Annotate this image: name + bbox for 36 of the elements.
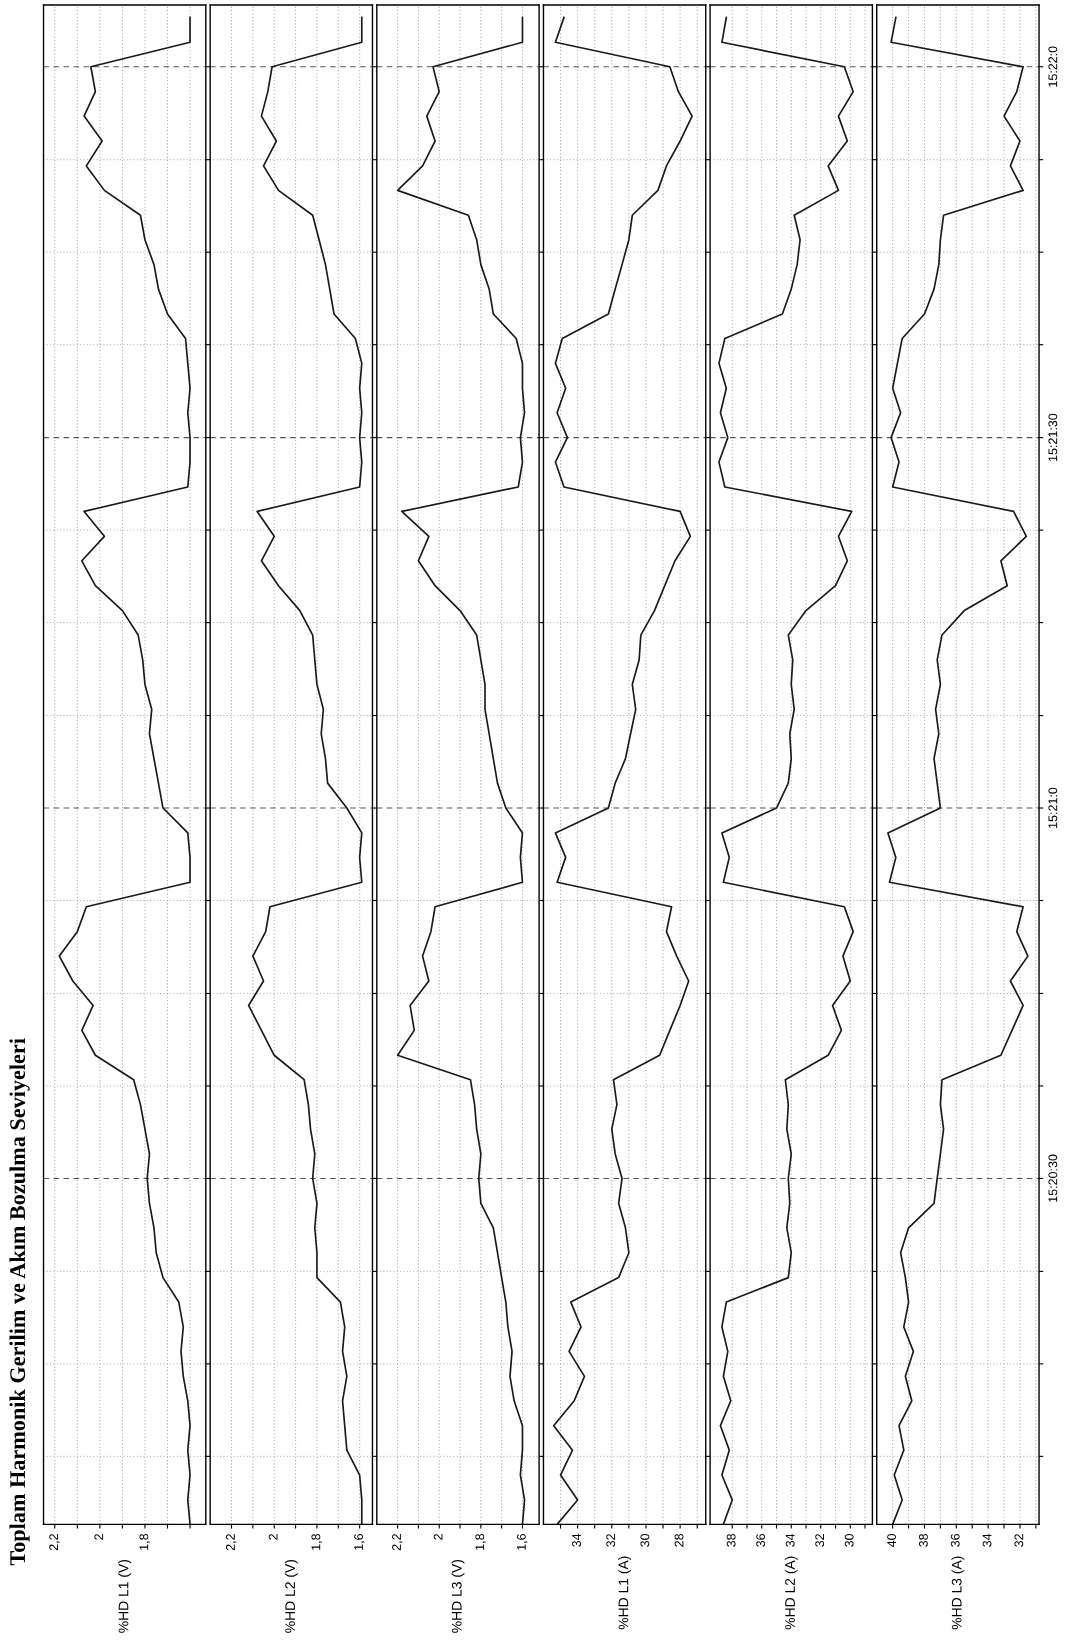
y-axis-title: %HD L3 (A) [951,1556,965,1630]
x-tick-label: 36 [756,1533,766,1547]
y-axis-title: %HD L2 (A) [784,1556,798,1630]
x-tick-label: 2 [433,1534,443,1540]
x-tick-label: 1,8 [311,1533,322,1550]
x-tick-label: 38 [918,1533,928,1547]
x-tick-label: 40 [887,1533,897,1548]
x-tick-label: 34 [982,1533,992,1547]
x-tick-label: 1,6 [516,1533,528,1550]
y-axis-title: %HD L3 (V) [451,1560,465,1633]
x-tick-label: 2 [94,1534,104,1540]
x-tick-label: 32 [606,1534,616,1547]
x-tick-label: 34 [572,1533,581,1547]
x-tick-label: 38 [726,1533,736,1547]
x-tick-label: 32 [1014,1534,1024,1547]
x-tick-label: 1,8 [475,1533,486,1550]
y-tick-label: 15:20:30 [1048,1154,1058,1202]
y-axis-title: %HD L1 (A) [618,1556,632,1630]
y-axis-title: %HD L1 (V) [118,1560,132,1633]
x-tick-label: 1,6 [354,1533,365,1550]
x-tick-label: 30 [844,1533,854,1547]
x-tick-label: 36 [950,1533,960,1547]
x-tick-label: 2 [268,1534,278,1540]
x-tick-label: 32 [815,1534,825,1547]
x-tick-label: 2,2 [392,1534,403,1551]
y-axis-title: %HD L2 (V) [284,1560,298,1633]
x-tick-label: 1,8 [139,1533,150,1550]
y-tick-label: 15:21:0 [1048,787,1058,828]
x-tick-label: 2,2 [49,1534,60,1551]
text: Toplam Harmonik Gerilim ve Akım Bozulma Seviyeleri [9,1038,30,1566]
x-tick-label: 34 [785,1533,795,1547]
y-tick-label: 15:21:30 [1048,413,1058,461]
y-tick-label: 15:22:0 [1048,46,1058,87]
x-tick-label: 28 [674,1533,684,1547]
x-tick-label: 30 [640,1533,650,1547]
x-tick-label: 2,2 [226,1534,237,1551]
